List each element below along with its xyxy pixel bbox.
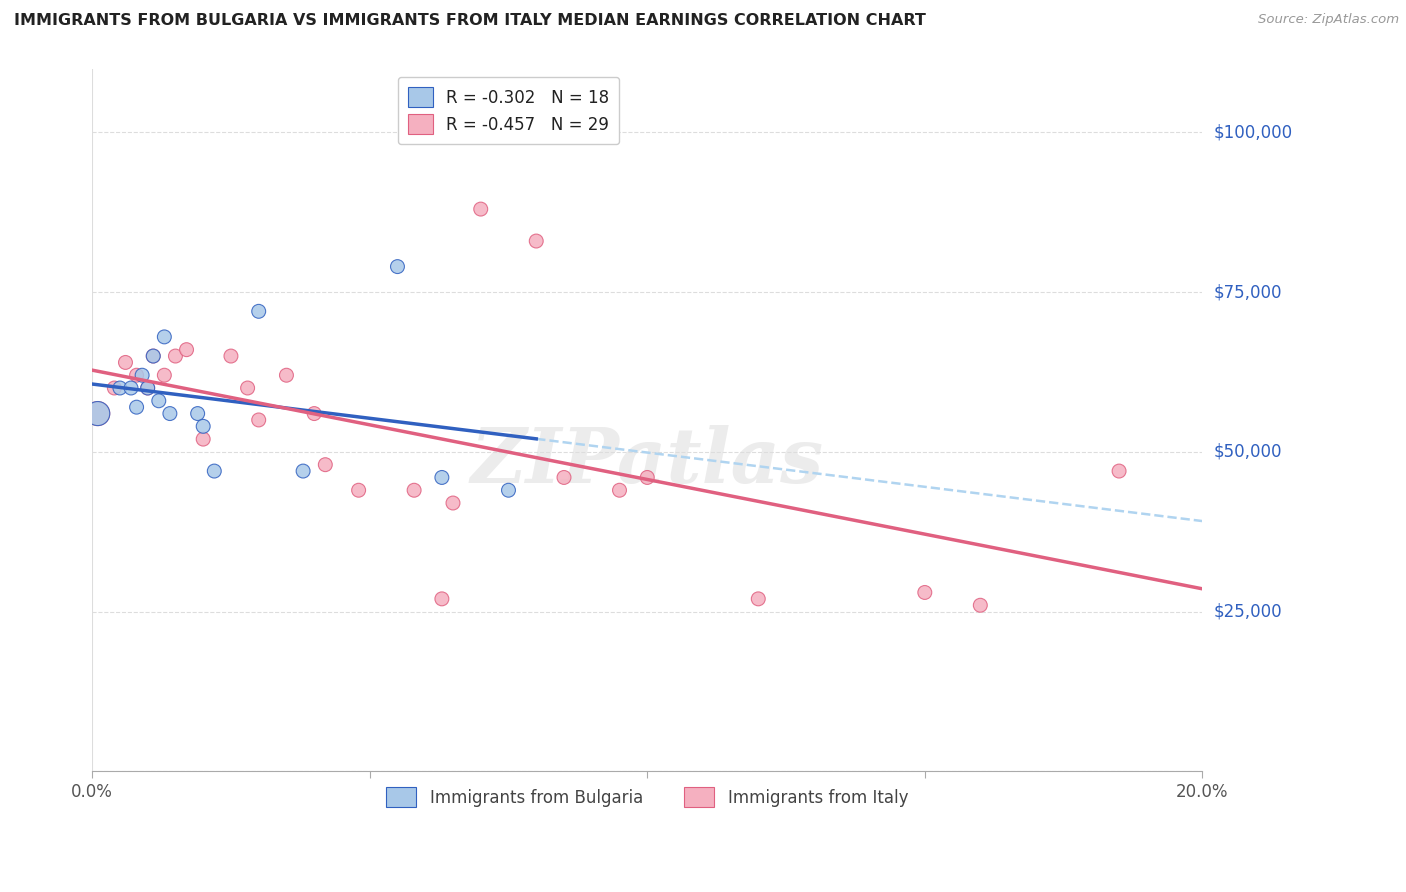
Point [114, 355, 136, 369]
Point [498, 483, 520, 498]
Point [747, 591, 769, 606]
Point [125, 400, 148, 414]
Point [292, 464, 315, 478]
Point [153, 330, 176, 344]
Point [87, 407, 110, 421]
Point [148, 393, 170, 408]
Point [441, 496, 464, 510]
Point [142, 349, 165, 363]
Point [176, 343, 198, 357]
Point [387, 260, 409, 274]
Point [553, 470, 575, 484]
Point [314, 458, 336, 472]
Text: $100,000: $100,000 [1213, 123, 1292, 142]
Point [302, 407, 325, 421]
Point [524, 234, 547, 248]
Point [125, 368, 148, 383]
Text: $75,000: $75,000 [1213, 283, 1282, 301]
Point [193, 419, 215, 434]
Point [430, 470, 453, 484]
Point [430, 591, 453, 606]
Point [347, 483, 370, 498]
Point [247, 304, 270, 318]
Point [136, 381, 159, 395]
Point [1108, 464, 1130, 478]
Text: $25,000: $25,000 [1213, 603, 1282, 621]
Point [470, 202, 492, 216]
Point [131, 368, 153, 383]
Text: IMMIGRANTS FROM BULGARIA VS IMMIGRANTS FROM ITALY MEDIAN EARNINGS CORRELATION CH: IMMIGRANTS FROM BULGARIA VS IMMIGRANTS F… [14, 13, 927, 29]
Point [103, 381, 125, 395]
Point [87, 407, 110, 421]
Text: $50,000: $50,000 [1213, 443, 1282, 461]
Point [142, 349, 165, 363]
Point [276, 368, 298, 383]
Point [404, 483, 426, 498]
Point [969, 599, 991, 613]
Point [165, 349, 187, 363]
Text: ZIPatlas: ZIPatlas [471, 425, 824, 500]
Point [202, 464, 225, 478]
Point [219, 349, 242, 363]
Point [153, 368, 176, 383]
Legend: Immigrants from Bulgaria, Immigrants from Italy: Immigrants from Bulgaria, Immigrants fro… [378, 779, 917, 816]
Point [120, 381, 142, 395]
Point [193, 432, 215, 446]
Point [247, 413, 270, 427]
Point [636, 470, 658, 484]
Text: Source: ZipAtlas.com: Source: ZipAtlas.com [1258, 13, 1399, 27]
Point [609, 483, 631, 498]
Point [108, 381, 131, 395]
Point [914, 585, 936, 599]
Point [136, 381, 159, 395]
Point [187, 407, 209, 421]
Point [236, 381, 259, 395]
Point [159, 407, 181, 421]
